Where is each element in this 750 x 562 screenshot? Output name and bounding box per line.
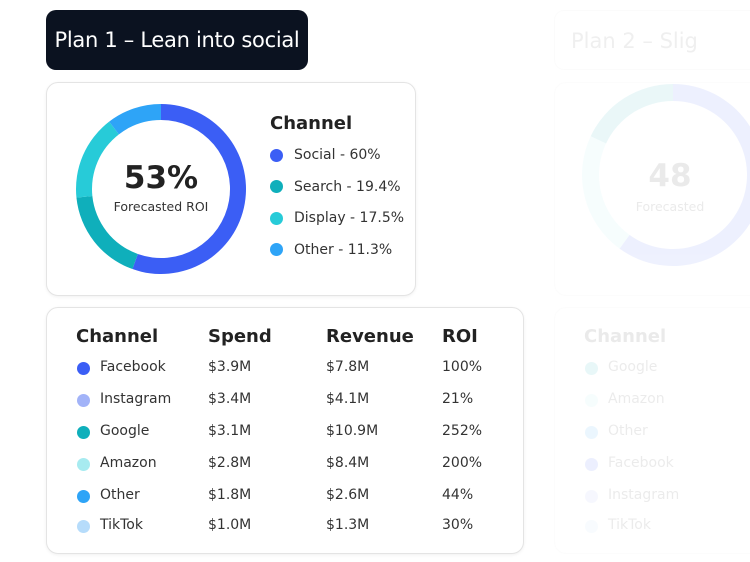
channel-name: Other xyxy=(608,423,648,439)
channel-name: Google xyxy=(100,423,150,439)
plan1-title[interactable]: Plan 1 – Lean into social xyxy=(46,10,308,70)
revenue-value: $1.3M xyxy=(326,517,370,533)
forecasted-roi-value: 53% xyxy=(123,160,199,196)
channel-color-dot xyxy=(585,520,598,533)
legend-label: Other - 11.3% xyxy=(294,241,393,258)
donut-segment[interactable] xyxy=(590,84,673,144)
channel-color-dot xyxy=(77,362,90,375)
roi-value: 200% xyxy=(442,455,483,471)
legend-item: Social - 60% xyxy=(270,145,381,165)
channel-color-dot xyxy=(77,520,90,533)
plan2-roi-label: Forecasted xyxy=(635,199,705,214)
channel-name: Facebook xyxy=(100,359,166,375)
header-revenue: Revenue xyxy=(326,326,414,347)
channel-name: Other xyxy=(100,487,140,503)
revenue-value: $2.6M xyxy=(326,487,370,503)
forecasted-roi-label: Forecasted ROI xyxy=(113,199,209,214)
roi-value: 21% xyxy=(442,391,474,407)
revenue-value: $7.8M xyxy=(326,359,370,375)
roi-value: 30% xyxy=(442,517,474,533)
legend-item: Other - 11.3% xyxy=(270,240,392,260)
plan2-channel-table xyxy=(554,307,750,554)
roi-value: 44% xyxy=(442,487,474,503)
revenue-value: $8.4M xyxy=(326,455,370,471)
channel-color-dot xyxy=(77,394,90,407)
donut-segment[interactable] xyxy=(76,195,138,270)
legend-label: Social - 60% xyxy=(294,147,381,163)
channel-name: Instagram xyxy=(100,391,172,407)
legend-dot xyxy=(270,180,283,193)
channel-color-dot xyxy=(585,490,598,503)
legend-dot xyxy=(270,148,283,162)
header-channel: Channel xyxy=(76,326,159,347)
donut-segment[interactable] xyxy=(132,104,246,274)
header-roi: ROI xyxy=(442,326,478,347)
plan2-roi-value: 48 xyxy=(648,158,692,194)
donut-segment[interactable] xyxy=(619,84,750,266)
spend-value: $2.8M xyxy=(208,455,252,471)
spend-value: $1.0M xyxy=(208,517,252,533)
donut-segment[interactable] xyxy=(109,104,161,135)
legend-dot xyxy=(270,211,283,225)
channel-color-dot xyxy=(585,458,598,471)
header-spend: Spend xyxy=(208,326,272,347)
legend-dot xyxy=(270,243,283,256)
plan2-title[interactable]: Plan 2 – Slig xyxy=(554,10,750,70)
channel-name: Amazon xyxy=(100,455,157,471)
donut-segment[interactable] xyxy=(582,136,630,249)
spend-value: $1.8M xyxy=(208,487,252,503)
channel-name: Google xyxy=(608,359,658,375)
channel-color-dot xyxy=(585,394,598,407)
channel-color-dot xyxy=(77,490,90,503)
channel-name: Amazon xyxy=(608,391,665,407)
channel-name: Facebook xyxy=(608,455,674,471)
channel-color-dot xyxy=(77,458,90,471)
legend-item: Display - 17.5% xyxy=(270,208,404,228)
donut-segment[interactable] xyxy=(76,121,119,198)
spend-value: $3.1M xyxy=(208,423,252,439)
channel-name: TikTok xyxy=(608,517,651,533)
plan2-donut-card xyxy=(554,82,750,296)
spend-value: $3.9M xyxy=(208,359,252,375)
legend-label: Search - 19.4% xyxy=(294,178,401,195)
spend-value: $3.4M xyxy=(208,391,252,407)
channel-name: Instagram xyxy=(608,487,680,503)
legend-label: Display - 17.5% xyxy=(294,210,405,226)
channel-name: TikTok xyxy=(100,517,143,533)
plan2-header-channel: Channel xyxy=(584,326,667,347)
roi-value: 100% xyxy=(442,359,483,375)
channel-color-dot xyxy=(77,426,90,439)
legend-item: Search - 19.4% xyxy=(270,177,401,197)
channel-color-dot xyxy=(585,362,598,375)
plan1-channel-table xyxy=(46,307,524,554)
roi-value: 252% xyxy=(442,423,483,439)
legend-title: Channel xyxy=(270,113,353,134)
revenue-value: $10.9M xyxy=(326,423,379,439)
channel-color-dot xyxy=(585,426,598,439)
revenue-value: $4.1M xyxy=(326,391,370,407)
